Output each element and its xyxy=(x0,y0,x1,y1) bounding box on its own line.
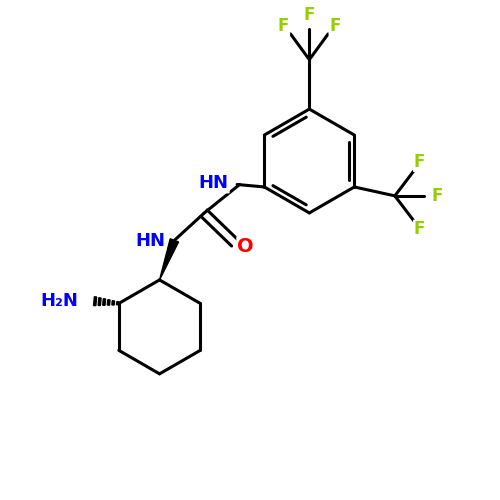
Text: F: F xyxy=(414,220,425,238)
Text: HN: HN xyxy=(136,232,166,250)
Text: F: F xyxy=(304,6,315,24)
Text: O: O xyxy=(238,238,254,256)
Polygon shape xyxy=(108,300,110,305)
Text: H₂N: H₂N xyxy=(40,292,78,310)
Text: F: F xyxy=(431,187,442,205)
Text: F: F xyxy=(278,17,289,35)
Polygon shape xyxy=(160,239,178,280)
Polygon shape xyxy=(116,302,119,305)
Text: HN: HN xyxy=(199,174,229,192)
Text: F: F xyxy=(414,153,425,171)
Polygon shape xyxy=(112,300,114,305)
Polygon shape xyxy=(98,298,101,306)
Polygon shape xyxy=(94,297,96,306)
Text: F: F xyxy=(330,17,340,35)
Polygon shape xyxy=(102,299,106,306)
